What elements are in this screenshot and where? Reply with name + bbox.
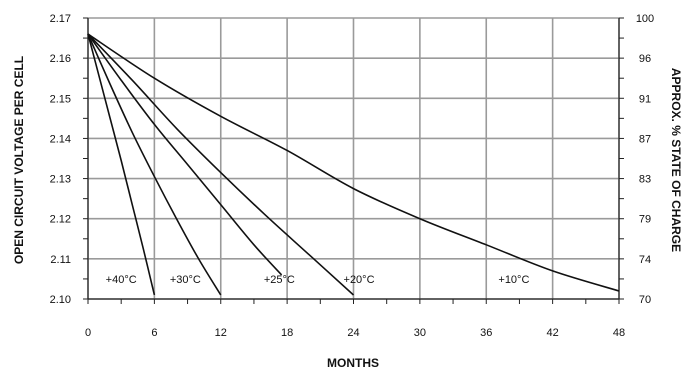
series-labels: +40°C +30°C +25°C +20°C +10°C: [106, 274, 530, 286]
x-tick-label: 36: [480, 327, 492, 339]
x-axis-title: MONTHS: [327, 356, 379, 370]
series-label: +25°C: [264, 274, 295, 286]
x-tick-label: 6: [151, 327, 157, 339]
y2-axis-title: APPROX. % STATE OF CHARGE: [669, 68, 683, 252]
series-line-30-C: [87, 33, 222, 296]
y2-tick-label: 91: [639, 93, 651, 105]
y-axis-ticks: 2.10 2.11 2.12 2.13 2.14 2.15 2.16 2.17: [50, 13, 71, 306]
y2-tick-label: 83: [639, 174, 651, 186]
y2-tick-label: 96: [639, 53, 651, 65]
series-label: +40°C: [106, 274, 137, 286]
y-tick-label: 2.13: [50, 174, 71, 186]
grid: [87, 17, 620, 300]
x-tick-label: 0: [85, 327, 91, 339]
x-tick-label: 24: [347, 327, 359, 339]
series-line-20-C: [87, 33, 355, 296]
y2-tick-label: 70: [639, 294, 651, 306]
y-tick-label: 2.14: [50, 133, 71, 145]
y-tick-label: 2.12: [50, 214, 71, 226]
y2-tick-label: 74: [639, 254, 651, 266]
y-tick-label: 2.11: [50, 254, 71, 266]
plot-frame: [83, 17, 624, 304]
series-label: +10°C: [498, 274, 529, 286]
y-tick-label: 2.15: [50, 93, 71, 105]
y2-tick-label: 79: [639, 214, 651, 226]
series-label: +30°C: [170, 274, 201, 286]
x-tick-label: 12: [215, 327, 227, 339]
x-tick-label: 48: [613, 327, 625, 339]
y-axis-title: OPEN CIRCUIT VOLTAGE PER CELL: [12, 56, 26, 264]
x-tick-label: 18: [281, 327, 293, 339]
y-tick-label: 2.16: [50, 53, 71, 65]
series-line-10-C: [87, 33, 620, 292]
series-label: +20°C: [344, 274, 375, 286]
x-axis-ticks: 0 6 12 18 24 30 36 42 48: [85, 327, 625, 339]
series-lines: [87, 33, 620, 296]
y2-tick-label: 87: [639, 133, 651, 145]
x-tick-label: 42: [547, 327, 559, 339]
y2-axis-ticks: 70 74 79 83 87 91 96 100: [636, 13, 654, 306]
series-line-40-C: [87, 33, 156, 296]
series-line-25-C: [87, 33, 283, 276]
y-tick-label: 2.17: [50, 13, 71, 25]
y2-tick-label: 100: [636, 13, 654, 25]
y-tick-label: 2.10: [50, 294, 71, 306]
x-tick-label: 30: [414, 327, 426, 339]
